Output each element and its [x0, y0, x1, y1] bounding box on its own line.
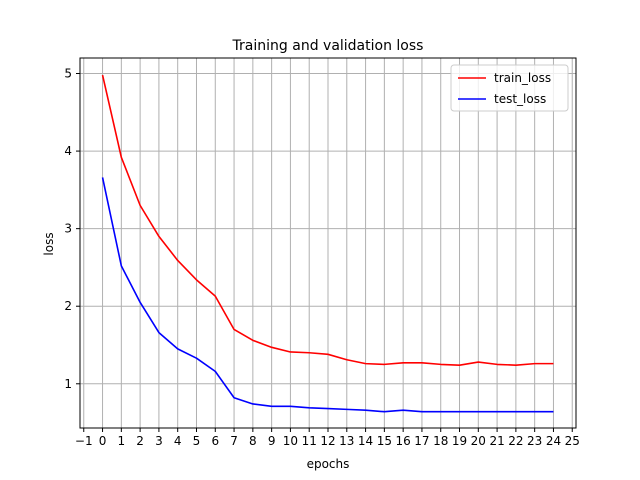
x-tick-label: 25 — [565, 434, 580, 448]
grid-lines — [80, 58, 576, 428]
x-tick-label: 15 — [377, 434, 392, 448]
x-tick-label: 2 — [136, 434, 144, 448]
x-tick-label: 16 — [396, 434, 411, 448]
x-tick-label: 18 — [433, 434, 448, 448]
x-tick-label: 6 — [211, 434, 219, 448]
x-tick-label: 12 — [320, 434, 335, 448]
x-tick-label: 10 — [283, 434, 298, 448]
series-line-test-loss — [101, 177, 554, 413]
x-axis-ticks: −1 0 1 2 3 4 5 6 7 8 9 10 11 12 13 14 15 16 17 18 19 20 21 22 23… — [75, 428, 580, 448]
x-tick-label: 14 — [358, 434, 373, 448]
y-tick-label: 1 — [64, 377, 72, 391]
y-tick-label: 4 — [64, 144, 72, 158]
y-tick-label: 2 — [64, 299, 72, 313]
x-tick-label: 1 — [118, 434, 126, 448]
legend-label: train_loss — [494, 71, 551, 85]
x-tick-label: 9 — [268, 434, 276, 448]
series-line-train-loss — [101, 74, 554, 366]
legend: train_loss test_loss — [450, 64, 569, 112]
x-tick-label: 4 — [174, 434, 182, 448]
x-tick-label: 20 — [471, 434, 486, 448]
x-tick-label: 22 — [508, 434, 523, 448]
x-tick-label: 24 — [546, 434, 561, 448]
x-tick-label: 17 — [414, 434, 429, 448]
x-tick-label: 0 — [99, 434, 107, 448]
x-tick-label: 3 — [155, 434, 163, 448]
x-axis-label: epochs — [307, 457, 350, 471]
y-axis-label: loss — [42, 232, 56, 255]
y-tick-label: 3 — [64, 222, 72, 236]
x-tick-label: 23 — [527, 434, 542, 448]
legend-label: test_loss — [494, 92, 546, 106]
x-tick-label: −1 — [75, 434, 93, 448]
x-tick-label: 19 — [452, 434, 467, 448]
x-tick-label: 21 — [489, 434, 504, 448]
y-tick-label: 5 — [64, 67, 72, 81]
series-lines — [101, 74, 554, 413]
x-tick-label: 11 — [302, 434, 317, 448]
chart-title: Training and validation loss — [232, 38, 424, 54]
x-tick-label: 8 — [249, 434, 257, 448]
x-tick-label: 13 — [339, 434, 354, 448]
x-tick-label: 5 — [193, 434, 201, 448]
x-tick-label: 7 — [230, 434, 238, 448]
y-axis-ticks: 1 2 3 4 5 — [64, 67, 80, 391]
